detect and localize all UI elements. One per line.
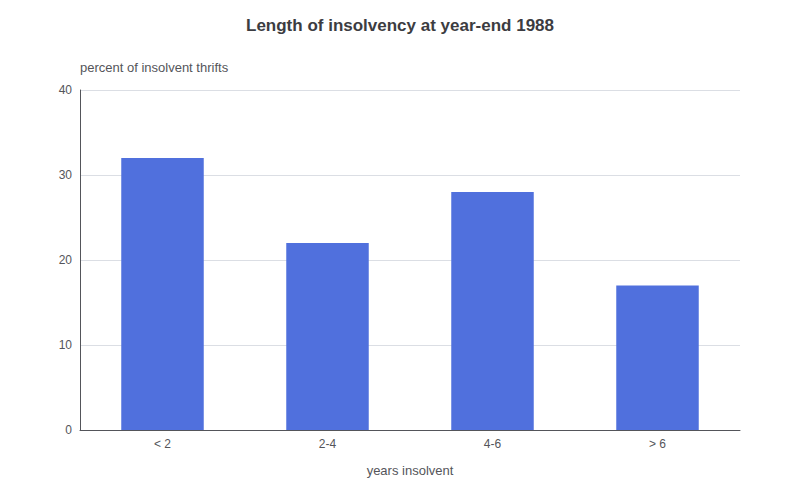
svg-text:< 2: < 2 [154, 437, 171, 451]
svg-text:2-4: 2-4 [319, 437, 337, 451]
svg-text:0: 0 [65, 423, 72, 437]
svg-text:years insolvent: years insolvent [367, 463, 454, 478]
svg-text:10: 10 [59, 338, 73, 352]
svg-text:40: 40 [59, 83, 73, 97]
svg-text:20: 20 [59, 253, 73, 267]
svg-text:percent of insolvent thrifts: percent of insolvent thrifts [80, 60, 229, 75]
svg-text:4-6: 4-6 [484, 437, 502, 451]
svg-text:Length of insolvency at year-e: Length of insolvency at year-end 1988 [246, 16, 554, 35]
svg-text:> 6: > 6 [649, 437, 666, 451]
svg-text:30: 30 [59, 168, 73, 182]
